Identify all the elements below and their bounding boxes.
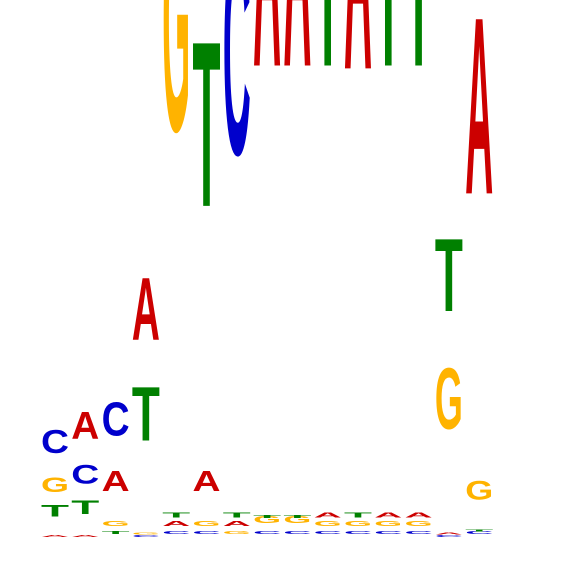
logo-column-13: CGA T (405, 0, 433, 535)
logo-column-7: GAT C (223, 0, 251, 535)
logo-letter-G-pos3-2: G (102, 520, 130, 528)
logo-letter-G-pos13-2: G (405, 520, 433, 528)
logo-column-4: CG TA (132, 259, 160, 538)
logo-letter-G-pos14-3: G (435, 352, 463, 449)
logo-letter-G-pos5-4: G (162, 0, 190, 198)
logo-column-5: CAT G (162, 0, 190, 535)
logo-letter-A-pos6-3: A (193, 466, 221, 498)
logo-letter-C-pos1-4: C (41, 422, 69, 460)
logo-letter-G-pos6-2: G (193, 520, 221, 528)
logo-letter-A-pos7-2: A (223, 519, 251, 527)
logo-letter-A-pos9-4: A (283, 0, 311, 144)
logo-letter-A-pos13-3: A (405, 511, 433, 519)
logo-letter-A-pos3-3: A (102, 466, 130, 498)
logo-column-1: A TGC (41, 422, 69, 537)
logo-letter-G-pos11-2: G (344, 520, 372, 528)
logo-letter-A-pos2-4: A (71, 405, 99, 448)
logo-letter-G-pos10-2: G (314, 520, 342, 528)
logo-column-6: CG A T (193, 0, 221, 535)
logo-letter-T-pos11-3: T (344, 511, 372, 519)
logo-letter-A-pos4-4: A (132, 259, 160, 359)
logo-letter-T-pos4-3: T (132, 372, 160, 457)
logo-letter-T-pos13-4: T (405, 0, 433, 145)
logo-letter-T-pos9-3: T (283, 514, 311, 519)
logo-letter-A-pos11-4: A (344, 0, 372, 147)
logo-letter-T-pos14-4: T (435, 217, 463, 333)
logo-letter-T-pos5-3: T (162, 511, 190, 519)
logo-letter-G-pos1-3: G (41, 473, 69, 497)
logo-letter-C-pos11-1: C (344, 530, 372, 535)
logo-letter-C-pos13-1: C (405, 530, 433, 535)
logo-letter-T-pos7-3: T (223, 511, 251, 519)
logo-letter-C-pos12-1: C (374, 530, 402, 535)
logo-letter-T-pos15-2: T (465, 530, 493, 533)
logo-letter-T-pos8-3: T (253, 514, 281, 519)
logo-column-12: CGA T (374, 0, 402, 535)
logo-letter-A-pos2-1: A (71, 535, 99, 538)
logo-letter-G-pos7-1: G (223, 530, 251, 535)
logo-letter-A-pos12-3: A (374, 511, 402, 519)
logo-letter-A-pos10-3: A (314, 511, 342, 519)
logo-column-14: CA GT (435, 217, 463, 538)
logo-letter-G-pos15-3: G (465, 475, 493, 505)
logo-letter-C-pos5-1: C (162, 530, 190, 535)
logo-letter-T-pos1-2: T (41, 502, 69, 521)
logo-letter-A-pos8-4: A (253, 0, 281, 144)
logo-letter-C-pos4-1: C (132, 535, 160, 538)
logo-letter-G-pos12-2: G (374, 520, 402, 528)
logo-letter-C-pos6-1: C (193, 530, 221, 535)
logo-column-3: TG AC (102, 392, 130, 535)
logo-column-11: CGT A (344, 0, 372, 535)
logo-column-10: CGA T (314, 0, 342, 535)
logo-letter-T-pos10-4: T (314, 0, 342, 145)
logo-letter-T-pos2-2: T (71, 497, 100, 518)
logo-letter-C-pos9-1: C (283, 530, 311, 535)
logo-letter-T-pos6-4: T (193, 0, 221, 257)
logo-letter-T-pos3-1: T (102, 530, 130, 535)
logo-letter-C-pos2-3: C (71, 460, 99, 490)
logo-letter-A-pos1-1: A (41, 535, 69, 538)
logo-letter-C-pos3-4: C (102, 392, 130, 446)
logo-letter-G-pos4-2: G (132, 532, 160, 535)
logo-letter-C-pos7-4: C (223, 0, 251, 218)
logo-letter-C-pos8-1: C (253, 530, 281, 535)
logo-letter-T-pos12-4: T (374, 0, 402, 145)
logo-letter-A-pos5-2: A (162, 519, 190, 527)
logo-letter-A-pos14-2: A (435, 532, 463, 535)
logo-letter-C-pos14-1: C (435, 535, 463, 538)
logo-letter-C-pos10-1: C (314, 530, 342, 535)
logo-letter-A-pos15-4: A (465, 0, 493, 248)
